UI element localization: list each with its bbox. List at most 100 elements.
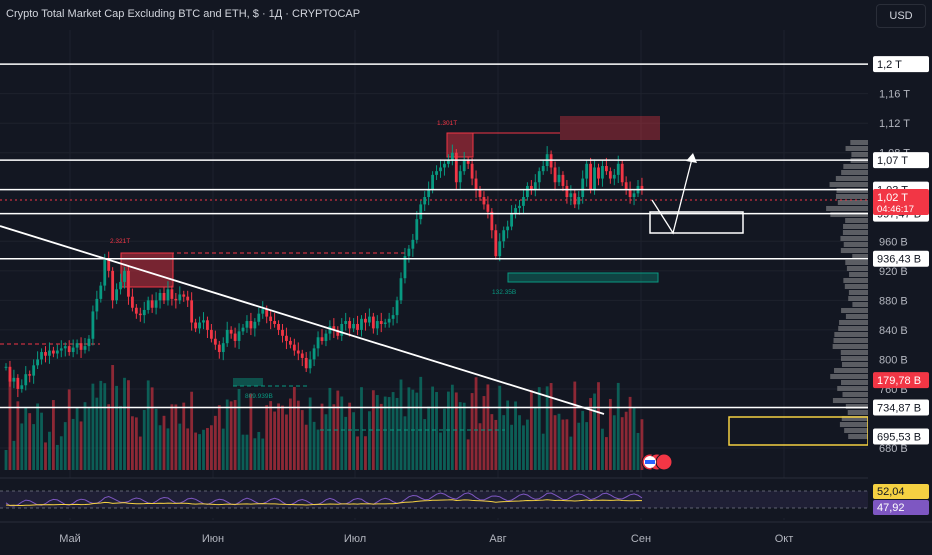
volume-profile-bar bbox=[845, 218, 868, 223]
volume-profile-bar bbox=[841, 308, 868, 313]
volume-bar bbox=[12, 440, 16, 470]
candle-body bbox=[474, 178, 478, 190]
candle-body bbox=[170, 289, 174, 299]
y-tick-label: 800 B bbox=[879, 354, 908, 366]
candle-body bbox=[439, 167, 442, 172]
volume-profile-bar bbox=[845, 404, 868, 409]
volume-bar bbox=[273, 411, 276, 470]
candle-body bbox=[403, 256, 407, 279]
candle-body bbox=[419, 204, 423, 220]
currency-button[interactable]: USD bbox=[876, 4, 926, 28]
level-label: 1,07 T bbox=[877, 155, 908, 167]
candle-body bbox=[166, 289, 170, 301]
volume-bar bbox=[443, 408, 446, 470]
demand-zone bbox=[233, 378, 263, 386]
volume-bar bbox=[28, 413, 32, 470]
volume-bar bbox=[198, 434, 201, 470]
volume-bar bbox=[510, 424, 513, 470]
candle-body bbox=[522, 197, 525, 206]
volume-bar bbox=[134, 417, 138, 470]
candle-body bbox=[245, 321, 249, 328]
volume-bar bbox=[569, 436, 573, 470]
candle-body bbox=[229, 329, 233, 334]
volume-profile-bar bbox=[849, 272, 868, 277]
event-icon bbox=[655, 453, 673, 471]
retest-zone bbox=[649, 211, 744, 234]
volume-bar bbox=[328, 387, 332, 470]
candle-body bbox=[296, 350, 300, 354]
candle-body bbox=[612, 174, 616, 179]
candle-body bbox=[146, 300, 150, 310]
volume-bar bbox=[221, 428, 225, 470]
volume-bar bbox=[16, 401, 20, 470]
candle-body bbox=[75, 343, 79, 348]
volume-profile-bar bbox=[841, 416, 868, 421]
volume-bar bbox=[186, 428, 190, 470]
candle-body bbox=[186, 296, 190, 301]
volume-bar bbox=[545, 386, 549, 470]
volume-bar bbox=[269, 401, 273, 470]
volume-profile-bar bbox=[830, 374, 868, 379]
volume-profile-bar bbox=[840, 356, 868, 361]
candle-body bbox=[8, 366, 12, 382]
y-tick-label: 960 B bbox=[879, 236, 908, 248]
volume-bar bbox=[154, 408, 158, 470]
x-tick-label: Май bbox=[59, 533, 81, 545]
volume-profile-bar bbox=[830, 212, 868, 217]
volume-bar bbox=[514, 401, 517, 470]
volume-bar bbox=[24, 407, 28, 470]
candle-body bbox=[375, 321, 379, 329]
candle-body bbox=[502, 230, 506, 242]
candle-body bbox=[210, 329, 213, 339]
volume-bar bbox=[450, 384, 454, 470]
candle-body bbox=[608, 171, 612, 179]
candle-body bbox=[202, 320, 205, 323]
volume-bar bbox=[44, 442, 47, 470]
volume-bar bbox=[36, 403, 39, 470]
level-label-box bbox=[873, 152, 929, 169]
volume-profile-bar bbox=[845, 146, 868, 151]
volume-profile-bar bbox=[837, 200, 868, 205]
volume-bar bbox=[83, 402, 87, 470]
volume-bar bbox=[107, 404, 111, 470]
volume-bar bbox=[466, 439, 470, 470]
volume-profile-bar bbox=[842, 392, 868, 397]
candle-body bbox=[123, 270, 126, 282]
volume-bar bbox=[490, 414, 494, 470]
candle-body bbox=[111, 270, 115, 301]
volume-bar bbox=[233, 400, 237, 470]
volume-profile-bar bbox=[834, 368, 868, 373]
volume-profile-bar bbox=[840, 350, 868, 355]
candle-body bbox=[526, 185, 529, 198]
volume-bar bbox=[371, 390, 375, 470]
candle-body bbox=[561, 174, 565, 186]
volume-bar bbox=[119, 406, 122, 470]
volume-profile-bar bbox=[843, 242, 868, 247]
volume-bar bbox=[40, 412, 43, 470]
candle-body bbox=[285, 335, 288, 341]
volume-bar bbox=[541, 433, 545, 470]
volume-bar bbox=[454, 392, 458, 470]
candle-body bbox=[514, 208, 517, 214]
candle-body bbox=[134, 307, 138, 314]
candle-body bbox=[138, 313, 142, 316]
candle-body bbox=[454, 152, 458, 183]
candle-body bbox=[593, 167, 596, 190]
volume-bar bbox=[553, 415, 557, 470]
volume-bar bbox=[557, 413, 561, 470]
y-tick-label: 1,12 T bbox=[879, 118, 910, 130]
volume-bar bbox=[245, 434, 249, 470]
volume-bar bbox=[518, 415, 521, 470]
volume-bar bbox=[533, 406, 537, 470]
candle-body bbox=[213, 338, 217, 345]
candle-body bbox=[360, 318, 363, 330]
candle-body bbox=[79, 343, 83, 350]
candle-body bbox=[308, 359, 312, 369]
volume-profile-bar bbox=[835, 176, 868, 181]
candle-body bbox=[620, 163, 624, 183]
annotation-label: 809.939B bbox=[245, 393, 273, 400]
candle-body bbox=[344, 321, 348, 324]
candle-body bbox=[48, 350, 51, 356]
candle-body bbox=[221, 343, 225, 353]
